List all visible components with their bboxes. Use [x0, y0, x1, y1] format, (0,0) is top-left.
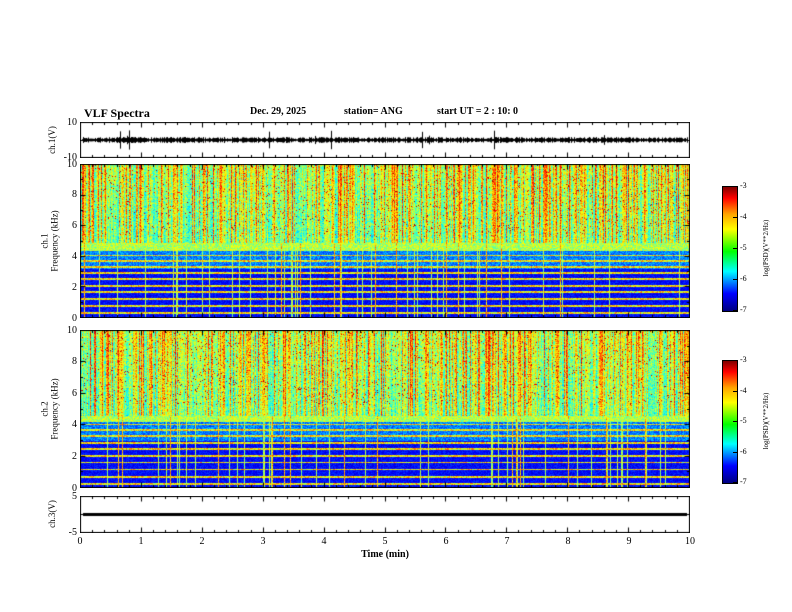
x-tick-label: 2: [199, 536, 205, 547]
colorbar-tick-mark: [733, 217, 737, 218]
header-station: station= ANG: [344, 106, 403, 117]
y-tick-label: 6: [72, 387, 77, 399]
y-tick-label: 0: [72, 312, 77, 324]
colorbar-tick-label: -6: [740, 274, 747, 283]
colorbar-tick-label: -7: [740, 305, 747, 314]
colorbar-tick-label: -3: [740, 181, 747, 190]
y-tick-label: 10: [67, 324, 77, 336]
x-tick-label: 8: [565, 536, 571, 547]
colorbar-tick-mark: [733, 248, 737, 249]
colorbar-tick-label: -3: [740, 355, 747, 364]
y-tick-label: 0: [72, 482, 77, 494]
colorbar-tick-mark: [733, 310, 737, 311]
colorbar-tick-label: -5: [740, 243, 747, 252]
ch1-waveform-panel: [80, 122, 690, 158]
colorbar-tick-label: -6: [740, 446, 747, 456]
x-tick-label: 7: [504, 536, 510, 547]
colorbar-tick-mark: [733, 360, 737, 361]
header-date: Dec. 29, 2025: [250, 106, 307, 117]
y-tick-label: 8: [72, 356, 77, 368]
x-tick-label: 6: [443, 536, 449, 547]
colorbar-tick-mark: [733, 482, 737, 483]
colorbar-tick-mark: [733, 421, 737, 422]
colorbar-ch1: [722, 186, 738, 312]
x-tick-label: 5: [382, 536, 388, 547]
ch3-level-panel: [80, 496, 690, 533]
y-tick-label: 6: [72, 220, 77, 232]
page-title: VLF Spectra: [84, 106, 150, 120]
colorbar-ch1-label: log(PSD)(V**2/Hz): [762, 219, 770, 277]
y-tick-label: 8: [72, 189, 77, 201]
ch1-spectrogram-panel: [80, 164, 690, 318]
colorbar-tick-label: -4: [740, 212, 747, 221]
colorbar-tick-mark: [733, 186, 737, 187]
colorbar-tick-label: -4: [740, 385, 747, 395]
y-tick-label: 2: [72, 450, 77, 462]
y-tick-label: 10: [67, 117, 77, 128]
y-tick-label: -10: [63, 152, 77, 163]
colorbar-tick-mark: [733, 279, 737, 280]
header-start-ut: start UT = 2 : 10: 0: [437, 106, 519, 117]
colorbar-ch2: [722, 360, 738, 484]
y-tick-label: 10: [67, 158, 77, 170]
x-tick-label: 10: [685, 536, 695, 547]
x-tick-label: 3: [260, 536, 266, 547]
y-tick-label: 4: [72, 419, 77, 431]
colorbar-tick-mark: [733, 391, 737, 392]
y-tick-label: -5: [68, 527, 77, 538]
x-tick-label: 4: [321, 536, 327, 547]
ch1-waveform-ylabel: ch.1(V): [46, 126, 57, 154]
x-tick-label: 9: [626, 536, 632, 547]
x-axis-label: Time (min): [361, 549, 409, 560]
ch2-spectrogram-panel: [80, 330, 690, 488]
y-tick-label: 2: [72, 281, 77, 293]
x-tick-label: 0: [77, 536, 83, 547]
y-tick-label: 4: [72, 250, 77, 262]
colorbar-tick-label: -7: [740, 477, 747, 486]
colorbar-ch2-label: log(PSD)(V**2/Hz): [762, 392, 770, 450]
x-tick-label: 1: [138, 536, 144, 547]
ch3-ylabel: ch.3(V): [46, 500, 57, 528]
colorbar-tick-mark: [733, 452, 737, 453]
y-tick-label: 5: [72, 491, 77, 502]
colorbar-tick-label: -5: [740, 416, 747, 425]
